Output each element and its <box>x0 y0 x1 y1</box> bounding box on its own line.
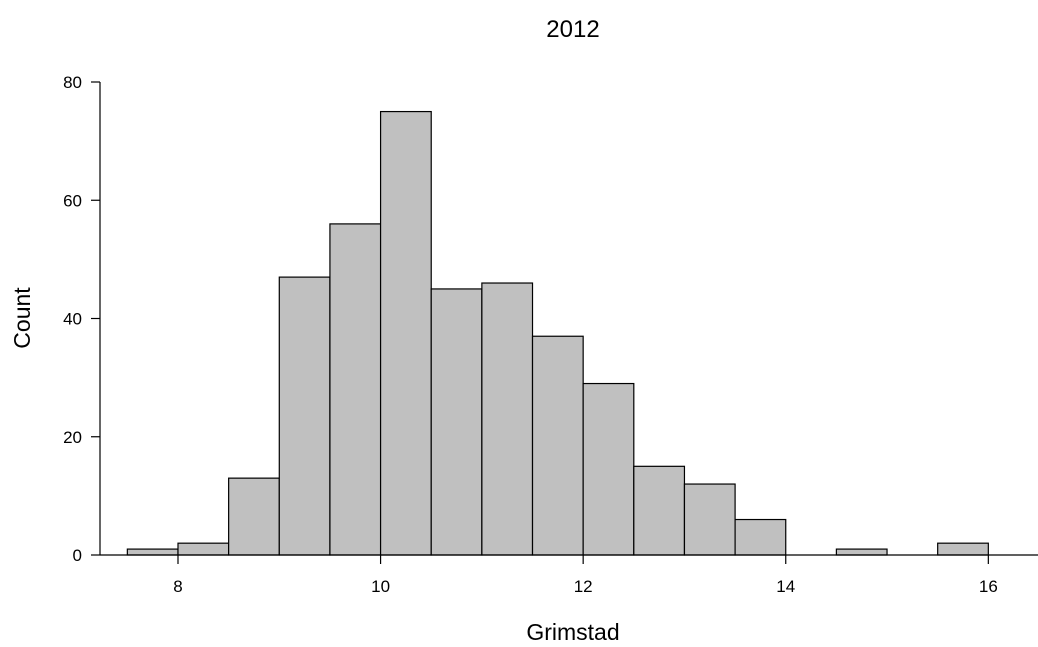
histogram-bar-7 <box>481 282 534 556</box>
y-tick-label: 0 <box>73 546 82 565</box>
y-tick-label: 40 <box>63 310 82 329</box>
histogram-bar-16 <box>937 542 989 556</box>
histogram-bar-11 <box>683 483 736 556</box>
histogram-bar-5 <box>379 110 432 556</box>
histogram-bar-4 <box>329 223 382 556</box>
chart-title: 2012 <box>546 16 599 43</box>
histogram-bar-12 <box>734 518 787 556</box>
histogram-bar-10 <box>633 465 686 556</box>
x-tick-label: 10 <box>371 577 390 596</box>
y-axis-label: Count <box>9 287 35 349</box>
histogram-bar-8 <box>531 335 584 556</box>
x-tick-label: 14 <box>776 577 795 596</box>
x-axis-label: Grimstad <box>526 619 619 645</box>
y-tick-label: 20 <box>63 428 82 447</box>
y-ticks-group: 0 20 40 60 80 <box>63 73 100 565</box>
y-tick-label: 80 <box>63 73 82 92</box>
x-tick-label: 16 <box>979 577 998 596</box>
x-tick-label: 8 <box>173 577 182 596</box>
x-ticks-group: 8 10 12 14 16 <box>173 555 998 596</box>
histogram-bar-0 <box>126 548 179 556</box>
histogram-bar-14 <box>835 548 888 556</box>
y-tick-label: 60 <box>63 191 82 210</box>
histogram-bar-3 <box>278 276 331 556</box>
histogram-bar-6 <box>430 288 483 556</box>
histogram-bar-9 <box>582 382 635 556</box>
histogram-bar-1 <box>177 542 230 556</box>
histogram-bar-2 <box>228 477 280 556</box>
x-tick-label: 12 <box>574 577 593 596</box>
bars-group <box>126 110 989 556</box>
